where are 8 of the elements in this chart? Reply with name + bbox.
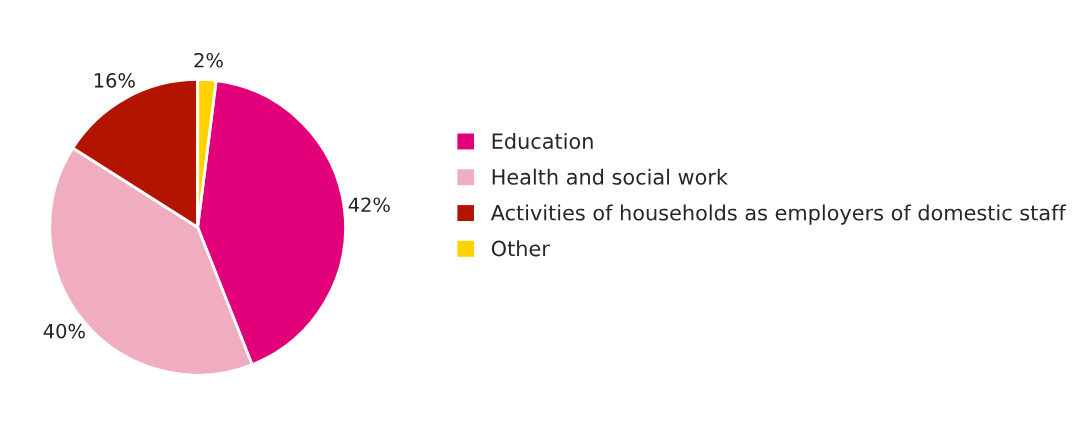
legend-label: Other <box>491 240 550 257</box>
legend-label: Activities of households as employers of domestic staff <box>490 204 1067 225</box>
data-label: 42% <box>348 197 390 213</box>
data-label: 40% <box>43 323 85 339</box>
legend-label: Health and social work <box>492 168 728 185</box>
data-label: 16% <box>94 73 135 88</box>
legend-label: Education <box>492 132 593 150</box>
data-label: 2% <box>194 52 223 68</box>
